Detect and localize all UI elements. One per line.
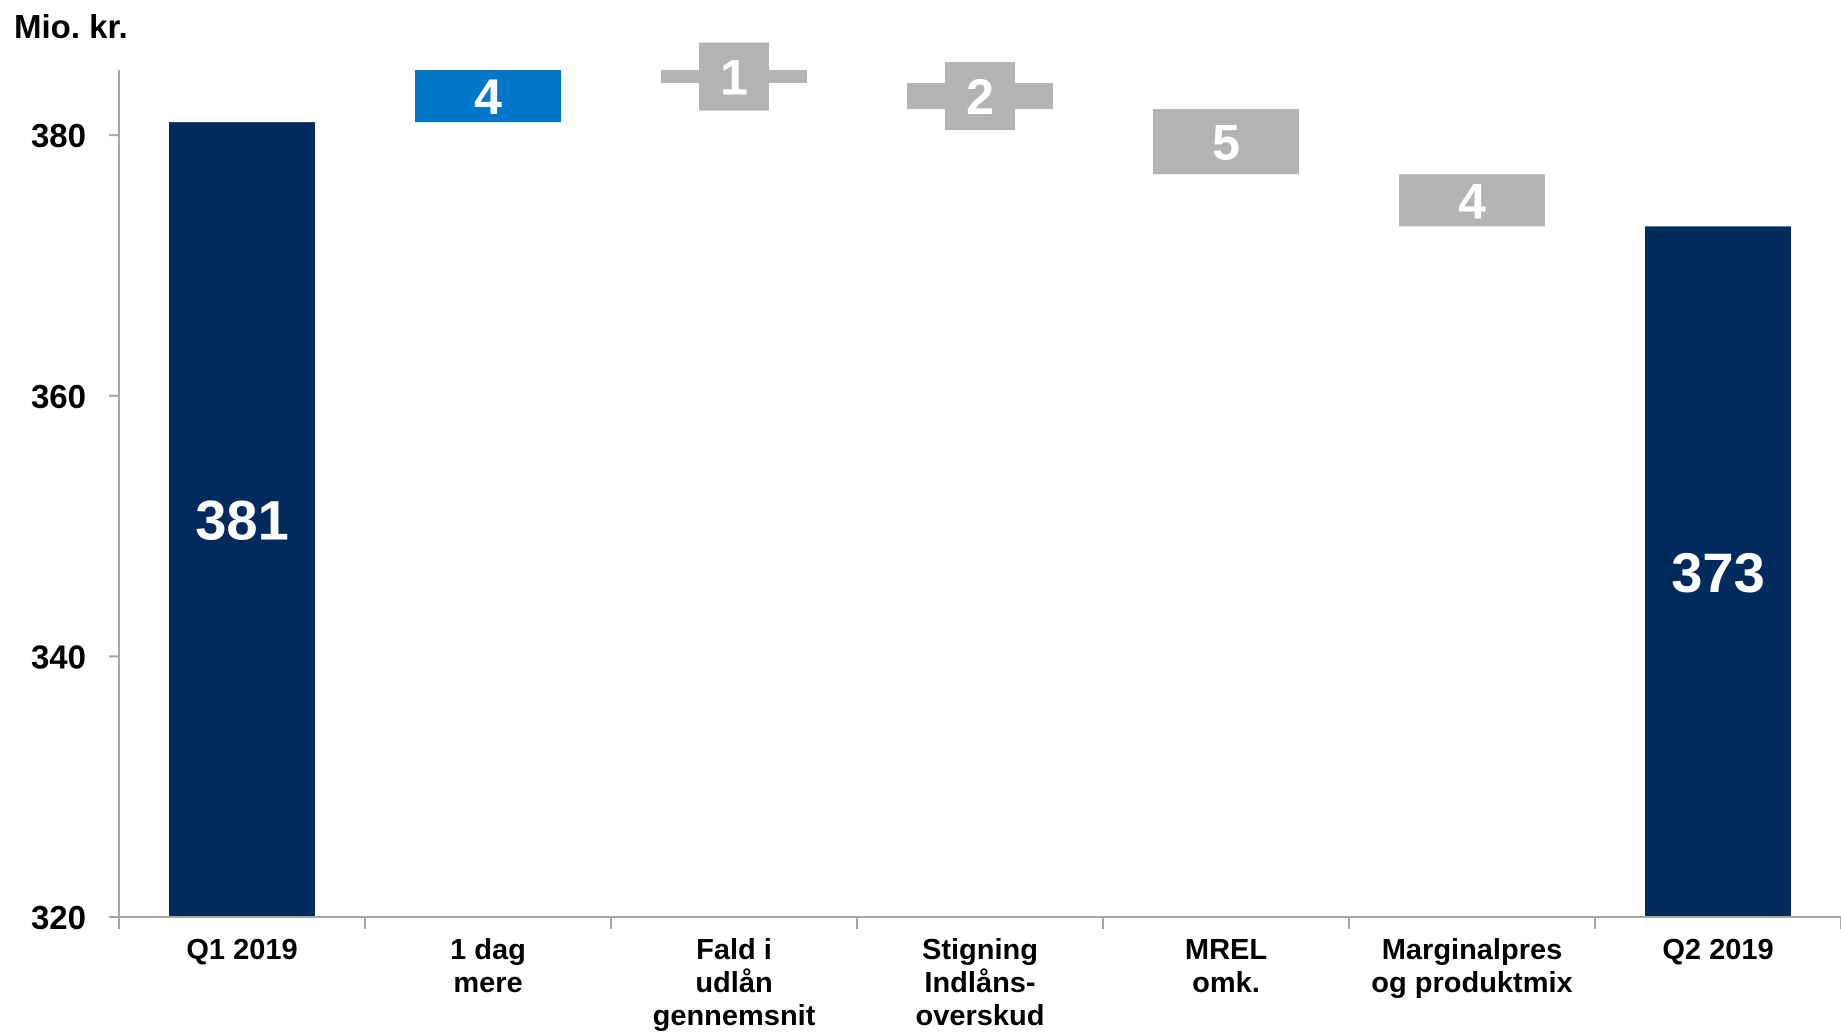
- x-category-label: Indlåns-: [924, 967, 1035, 999]
- label-backing: [945, 62, 1015, 131]
- bar-increase: [415, 70, 561, 123]
- bar-decrease: [1153, 109, 1299, 175]
- x-category-label: Q2 2019: [1662, 934, 1773, 966]
- bar-value-label: 381: [195, 489, 288, 552]
- bar-total: [169, 122, 315, 918]
- x-category-label: Marginalpres: [1382, 934, 1563, 966]
- x-category-label: og produktmix: [1371, 967, 1572, 999]
- bar-value-label: 1: [720, 50, 748, 106]
- bar-value-label: 373: [1671, 541, 1764, 604]
- x-category-label: Q1 2019: [186, 934, 297, 966]
- y-tick-label: 380: [31, 117, 86, 154]
- x-category-label: Stigning: [922, 934, 1038, 966]
- x-category-label: omk.: [1192, 967, 1260, 999]
- x-category-label: MREL: [1185, 934, 1267, 966]
- x-category-label: overskud: [916, 1000, 1045, 1032]
- x-category-label: 1 dag: [450, 934, 526, 966]
- label-backing: [699, 42, 769, 111]
- y-axis-label: Mio. kr.: [14, 8, 128, 45]
- y-tick-label: 360: [31, 378, 86, 415]
- y-tick-label: 340: [31, 638, 86, 675]
- bar-value-label: 4: [474, 69, 502, 125]
- x-category-label: mere: [453, 967, 522, 999]
- bar-value-label: 2: [966, 69, 994, 125]
- x-category-label: gennemsnit: [653, 1000, 816, 1032]
- bar-total: [1645, 226, 1791, 917]
- y-tick-label: 320: [31, 899, 86, 936]
- x-category-label: Fald i: [696, 934, 772, 966]
- bar-value-label: 4: [1458, 173, 1486, 229]
- bar-value-label: 5: [1212, 115, 1240, 171]
- bar-decrease: [1399, 174, 1545, 227]
- x-category-label: udlån: [695, 967, 772, 999]
